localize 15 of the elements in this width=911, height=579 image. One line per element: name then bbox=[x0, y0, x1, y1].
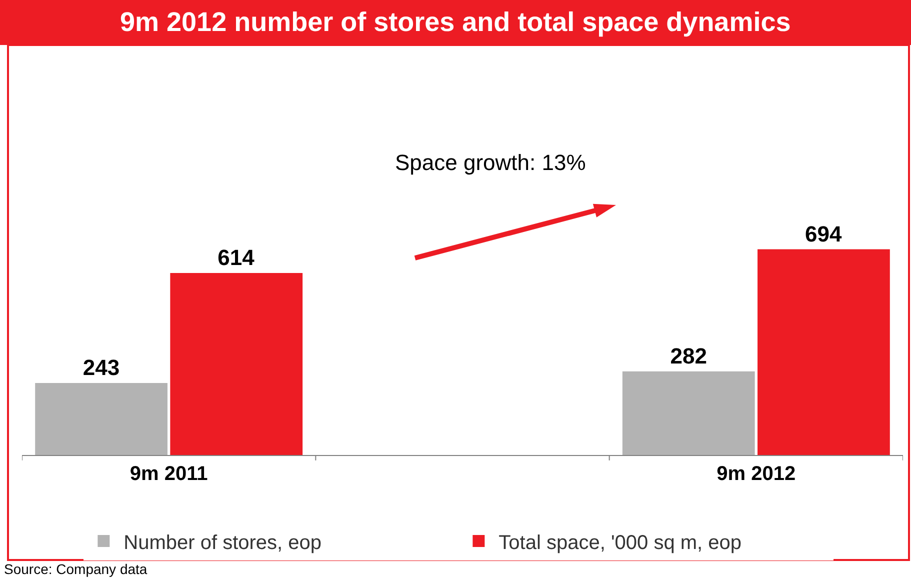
text: Space growth: 13% bbox=[395, 150, 586, 175]
data-label: 614 bbox=[218, 245, 256, 270]
source-note: Source: Company data bbox=[4, 561, 148, 577]
data-label: 243 bbox=[82, 354, 120, 380]
bar bbox=[622, 371, 755, 455]
legend-label: Number of stores, eop bbox=[124, 532, 322, 554]
bar bbox=[758, 249, 890, 455]
x-tick-label: 9m 2012 bbox=[716, 463, 796, 485]
data-label: 282 bbox=[670, 343, 707, 368]
bar bbox=[170, 273, 303, 455]
legend-label: Total space, '000 sq m, eop bbox=[498, 532, 742, 554]
x-tick-label: 9m 2011 bbox=[130, 463, 208, 485]
bar bbox=[35, 382, 168, 455]
data-label: 694 bbox=[804, 221, 842, 246]
chart-title: 9m 2012 number of stores and total space dynamics bbox=[120, 7, 791, 37]
